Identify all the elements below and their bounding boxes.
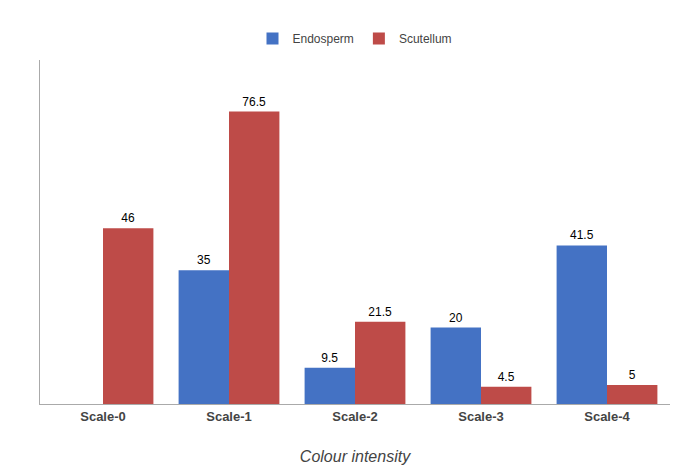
svg-text:46: 46 xyxy=(121,211,135,225)
svg-text:35: 35 xyxy=(197,253,211,267)
svg-text:5: 5 xyxy=(629,368,636,382)
svg-text:41.5: 41.5 xyxy=(570,228,594,242)
svg-text:Scale-4: Scale-4 xyxy=(584,409,630,424)
svg-text:Scale-2: Scale-2 xyxy=(332,409,378,424)
svg-text:20: 20 xyxy=(449,311,463,325)
svg-text:Colour intensity: Colour intensity xyxy=(300,448,411,465)
svg-text:9.5: 9.5 xyxy=(321,351,338,365)
svg-text:21.5: 21.5 xyxy=(368,305,392,319)
svg-text:Scale-1: Scale-1 xyxy=(206,409,252,424)
svg-text:76.5: 76.5 xyxy=(242,95,266,109)
svg-text:Scutellum: Scutellum xyxy=(399,32,452,46)
svg-text:4.5: 4.5 xyxy=(498,370,515,384)
svg-text:Scale-0: Scale-0 xyxy=(80,409,126,424)
svg-text:Endosperm: Endosperm xyxy=(293,32,354,46)
svg-text:Scale-3: Scale-3 xyxy=(458,409,504,424)
